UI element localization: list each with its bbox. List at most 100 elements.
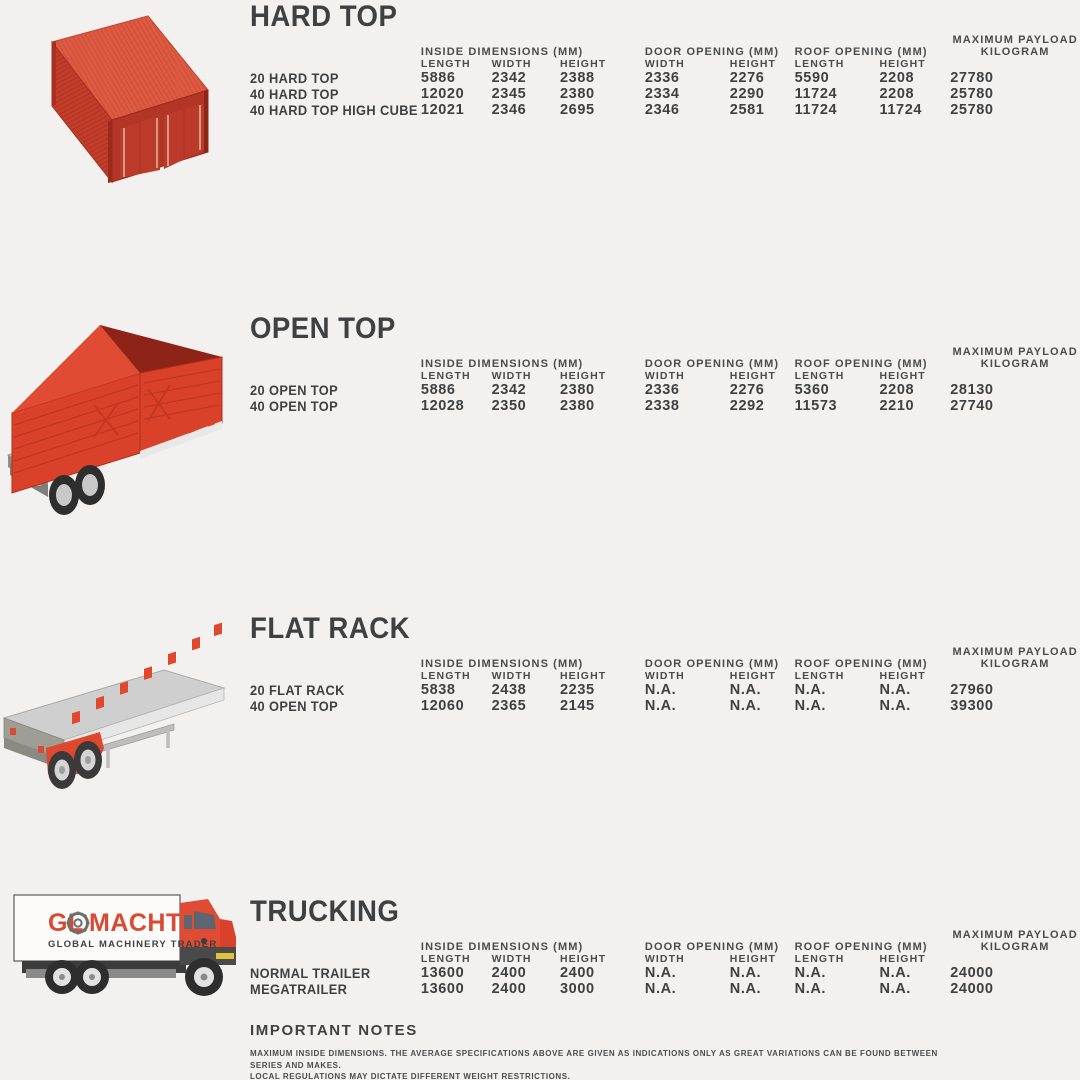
group-header-row: INSIDE DIMENSIONS (MM) DOOR OPENING (MM)…: [250, 929, 1080, 953]
col-door-width: WIDTH: [644, 370, 685, 382]
cell-roof-length: N.A.: [794, 682, 827, 698]
cell-roof-length: 5360: [794, 382, 830, 398]
cell-door-height: 2276: [729, 70, 765, 86]
group-roof-opening: ROOF OPENING (MM): [794, 46, 928, 58]
cell-roof-height: 11724: [879, 102, 923, 118]
col-door-height: HEIGHT: [729, 58, 777, 70]
cell-door-height: 2292: [729, 398, 765, 414]
col-inside-height: HEIGHT: [560, 370, 607, 382]
section-title: FLAT RACK: [250, 612, 411, 645]
cell-inside-length: 12021: [420, 102, 465, 118]
cell-inside-length: 12028: [420, 398, 465, 414]
box-truck-illustration: GL MACHT GLOBAL MACHINERY TRADER: [0, 870, 250, 1080]
cell-roof-height: N.A.: [879, 698, 911, 714]
cell-inside-width: 2365: [491, 698, 527, 714]
col-door-width: WIDTH: [644, 58, 685, 70]
row-label: 20 FLAT RACK: [250, 683, 345, 698]
section-hard-top: HARD TOP INSIDE DIMENSIONS (MM) DOOR OPE…: [0, 0, 1080, 280]
col-roof-length: LENGTH: [794, 58, 845, 70]
cell-roof-length: 11724: [794, 86, 838, 102]
sub-header-row: LENGTH WIDTH HEIGHT WIDTH HEIGHT LENGTH …: [250, 58, 1080, 70]
col-roof-height: HEIGHT: [879, 370, 926, 382]
sub-header-row: LENGTH WIDTH HEIGHT WIDTH HEIGHT LENGTH …: [250, 670, 1080, 682]
cell-inside-height: 2145: [560, 698, 595, 714]
wheel: [45, 960, 79, 994]
cell-inside-width: 2342: [491, 382, 527, 398]
cell-roof-length: 11724: [794, 102, 838, 118]
group-roof-opening: ROOF OPENING (MM): [794, 941, 928, 953]
cell-inside-height: 2235: [560, 682, 595, 698]
group-maximum-payload: MAXIMUM PAYLOAD KILOGRAM: [952, 929, 1078, 953]
group-door-opening: DOOR OPENING (MM): [644, 358, 780, 370]
col-door-height: HEIGHT: [729, 953, 777, 965]
cell-roof-length: N.A.: [794, 965, 827, 981]
logo-tagline: GLOBAL MACHINERY TRADER: [48, 939, 217, 950]
cell-payload: 24000: [950, 981, 994, 997]
row-label: NORMAL TRAILER: [250, 966, 371, 981]
cell-roof-height: N.A.: [879, 682, 911, 698]
group-maximum-payload: MAXIMUM PAYLOAD KILOGRAM: [952, 346, 1078, 370]
group-door-opening: DOOR OPENING (MM): [644, 658, 780, 670]
cell-inside-height: 2380: [560, 382, 595, 398]
col-roof-length: LENGTH: [794, 953, 845, 965]
cell-door-width: N.A.: [644, 965, 677, 981]
row-label: 40 HARD TOP HIGH CUBE: [250, 103, 418, 118]
group-maximum-payload: MAXIMUM PAYLOAD KILOGRAM: [952, 34, 1078, 58]
table-row: MEGATRAILER 13600 2400 3000 N.A. N.A. N.…: [250, 981, 1080, 997]
group-header-row: INSIDE DIMENSIONS (MM) DOOR OPENING (MM)…: [250, 646, 1080, 670]
section-open-top: OPEN TOP INSIDE DIMENSIONS (MM) DOOR OPE…: [0, 280, 1080, 570]
cell-door-width: N.A.: [644, 682, 677, 698]
col-roof-height: HEIGHT: [879, 670, 926, 682]
group-header-row: INSIDE DIMENSIONS (MM) DOOR OPENING (MM)…: [250, 34, 1080, 58]
cell-roof-length: N.A.: [794, 698, 827, 714]
cell-inside-height: 3000: [560, 981, 595, 997]
cell-door-width: N.A.: [644, 698, 677, 714]
cell-door-height: N.A.: [729, 981, 762, 997]
cell-payload: 27780: [950, 70, 994, 86]
cell-door-width: 2338: [644, 398, 680, 414]
cell-inside-length: 5886: [420, 70, 456, 86]
col-inside-width: WIDTH: [491, 370, 532, 382]
table-flat-rack: FLAT RACK INSIDE DIMENSIONS (MM) DOOR OP…: [250, 612, 1080, 714]
wheel: [75, 465, 105, 505]
table-row: 20 FLAT RACK 5838 2438 2235 N.A. N.A. N.…: [250, 682, 1080, 698]
cell-inside-width: 2438: [491, 682, 527, 698]
cell-inside-height: 2400: [560, 965, 595, 981]
open-top-trailer-illustration: [0, 280, 250, 570]
important-notes: IMPORTANT NOTES MAXIMUM INSIDE DIMENSION…: [250, 1022, 970, 1080]
cell-inside-length: 13600: [420, 965, 465, 981]
cell-roof-height: 2208: [879, 70, 915, 86]
cell-payload: 28130: [950, 382, 994, 398]
cell-payload: 24000: [950, 965, 994, 981]
col-inside-length: LENGTH: [420, 58, 471, 70]
group-roof-opening: ROOF OPENING (MM): [794, 358, 928, 370]
table-row: 40 HARD TOP HIGH CUBE 12021 2346 2695 23…: [250, 102, 1080, 118]
cell-inside-width: 2346: [491, 102, 527, 118]
group-inside-dimensions: INSIDE DIMENSIONS (MM): [420, 46, 584, 58]
cell-door-height: 2581: [729, 102, 765, 118]
group-door-opening: DOOR OPENING (MM): [644, 46, 780, 58]
cell-door-height: 2276: [729, 382, 765, 398]
notes-title: IMPORTANT NOTES: [250, 1022, 418, 1039]
cell-roof-height: 2208: [879, 382, 915, 398]
cell-door-width: 2334: [644, 86, 680, 102]
table-row: 40 HARD TOP 12020 2345 2380 2334 2290 11…: [250, 86, 1080, 102]
table-open-top: OPEN TOP INSIDE DIMENSIONS (MM) DOOR OPE…: [250, 312, 1080, 414]
cell-inside-width: 2345: [491, 86, 527, 102]
cell-inside-length: 13600: [420, 981, 465, 997]
cell-inside-height: 2380: [560, 86, 595, 102]
logo: GL MACHT GLOBAL MACHINERY TRADER: [48, 909, 217, 950]
cell-inside-height: 2380: [560, 398, 595, 414]
col-inside-width: WIDTH: [491, 953, 532, 965]
cell-payload: 25780: [950, 102, 994, 118]
row-label: 40 OPEN TOP: [250, 699, 339, 714]
cell-door-width: N.A.: [644, 981, 677, 997]
wheel: [75, 960, 109, 994]
cell-inside-length: 12020: [420, 86, 465, 102]
cell-roof-length: N.A.: [794, 981, 827, 997]
col-roof-height: HEIGHT: [879, 953, 926, 965]
section-title: HARD TOP: [250, 0, 398, 33]
logo-part2: MACHT: [89, 909, 182, 937]
col-inside-height: HEIGHT: [560, 58, 607, 70]
cell-inside-length: 12060: [420, 698, 465, 714]
